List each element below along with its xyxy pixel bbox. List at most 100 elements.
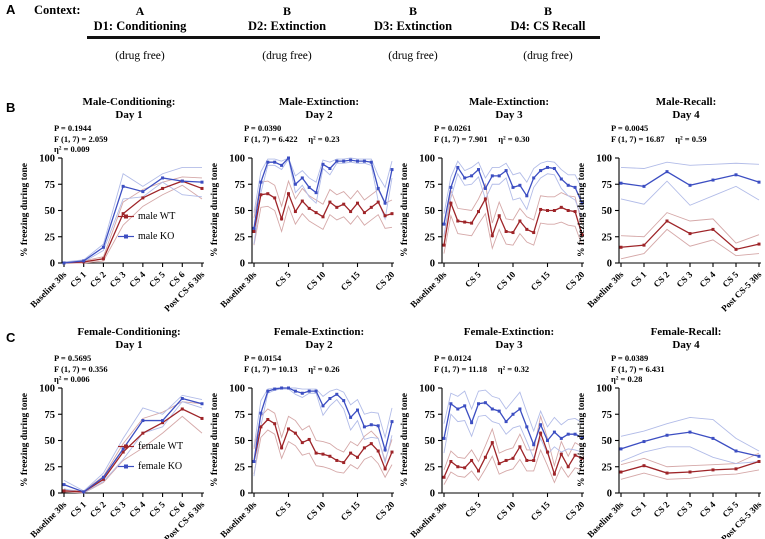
stats-line: F (1, 7) = 11.18 η² = 0.32	[434, 363, 530, 374]
chart-plot: % freezing during tone 0 25 50 75 100 Baseline…	[577, 154, 764, 314]
y-axis-title: % freezing during tone	[20, 163, 30, 257]
female-ko-sem-lower	[620, 446, 760, 465]
male-wt-sem-upper	[620, 212, 760, 244]
panel-b-label: B	[6, 100, 16, 115]
male-ko-sem-upper	[63, 166, 202, 263]
female-wt-sem-upper	[620, 452, 760, 468]
x-tick-label: CS 5	[463, 499, 483, 519]
y-axis-title: % freezing during tone	[210, 393, 220, 487]
context-day-title: D4: CS Recall	[510, 19, 586, 33]
y-axis-title: % freezing during tone	[577, 393, 587, 487]
stats-line: P = 0.0124	[434, 353, 472, 363]
x-tick-label: CS 20	[373, 269, 397, 293]
context-col-d1: A D1: Conditioning (drug free)	[70, 3, 210, 62]
y-tick-label: 100	[596, 154, 612, 165]
y-tick-label: 25	[45, 462, 56, 473]
y-tick-label: 75	[235, 180, 246, 191]
x-tick-label: Baseline 30s	[218, 499, 258, 539]
chart-plot: % freezing during tone 0 25 50 75 100 Baseline…	[400, 384, 587, 539]
chart-title-line: Day 4	[672, 109, 700, 121]
stats-line: F (1, 7) = 6.431	[611, 363, 665, 374]
chart-title-line: Day 2	[305, 109, 333, 121]
y-tick-label: 75	[602, 180, 613, 191]
legend-item: female KO	[118, 456, 183, 476]
female-ko-sem-upper	[620, 416, 760, 452]
chart-stats: P = 0.0261 F (1, 7) = 7.901 η² = 0.30	[434, 123, 530, 144]
chart-title-line: Female-Recall:	[650, 326, 722, 338]
male-wt-legend-marker-icon	[118, 214, 134, 218]
male-wt-sem-lower	[253, 204, 393, 246]
x-tick-label: CS 5	[463, 269, 483, 289]
context-day-title: D3: Extinction	[373, 19, 453, 33]
chart-plot: % freezing during tone 0 25 50 75 100 Baseline…	[400, 154, 587, 310]
y-tick-label: 50	[235, 206, 246, 217]
stats-line: P = 0.0261	[434, 123, 472, 133]
y-axis-ticks: 0 25 50 75 100	[419, 384, 442, 500]
y-tick-label: 75	[45, 410, 56, 421]
x-tick-label: CS 4	[697, 499, 717, 519]
context-day-title: D2: Extinction	[247, 19, 327, 33]
male-ko-markers	[252, 156, 394, 230]
x-axis-ticks: Baseline 30s CS 1 CS 2 CS 3 CS 4 CS 5 CS 6Post…	[28, 263, 207, 314]
x-tick-label: CS 5	[147, 499, 167, 519]
context-note: (drug free)	[523, 50, 573, 62]
x-tick-label: CS 10	[494, 269, 518, 293]
x-tick-label: Baseline 30s	[408, 499, 448, 539]
x-axis-ticks: Baseline 30s CS 5 CS 10 CS 15 CS 20	[218, 493, 397, 539]
stats-line: η² = 0.006	[54, 374, 90, 384]
stats-line: F (1, 7) = 0.356	[54, 363, 108, 374]
chart-title-line: Male-Extinction:	[278, 96, 360, 108]
y-tick-label: 75	[425, 410, 436, 421]
y-axis-ticks: 0 25 50 75 100	[39, 384, 62, 500]
chart-stats: P = 0.0124 F (1, 7) = 11.18 η² = 0.32	[434, 353, 529, 374]
axes	[618, 158, 761, 264]
x-axis-ticks: Baseline 30s CS 1 CS 2 CS 3 CS 4 CS 5 CS 6Post…	[28, 493, 207, 539]
chart-male-extinction-day2: Male-Extinction: Day 2 P = 0.0390 F (1, 7) …	[208, 96, 400, 309]
y-tick-label: 100	[39, 384, 55, 395]
y-tick-label: 75	[45, 180, 56, 191]
x-tick-label: CS 10	[304, 269, 328, 293]
stats-line: η² = 0.28	[611, 374, 643, 384]
male-wt-line	[63, 180, 203, 264]
y-tick-label: 100	[229, 384, 245, 395]
panel-a-label: A	[6, 2, 16, 17]
x-tick-label: CS 3	[674, 269, 694, 289]
x-tick-label: CS 10	[304, 499, 328, 523]
y-tick-label: 0	[430, 259, 435, 270]
chart-plot: % freezing during tone 0 25 50 75 100 Baseline…	[577, 384, 764, 539]
context-letter: A	[135, 4, 145, 18]
female-wt-sem-upper	[253, 408, 393, 462]
chart-stats: P = 0.0154 F (1, 7) = 10.13 η² = 0.26	[244, 353, 340, 374]
x-tick-label: CS 1	[628, 269, 648, 289]
y-tick-label: 50	[425, 206, 436, 217]
x-tick-label: CS 4	[697, 269, 717, 289]
y-tick-label: 0	[607, 259, 612, 270]
y-tick-label: 100	[419, 384, 435, 395]
stats-line: P = 0.0390	[244, 123, 282, 133]
x-tick-label: CS 5	[273, 499, 293, 519]
chart-title: Male-Extinction: Day 3	[423, 96, 595, 122]
y-axis-title: % freezing during tone	[210, 163, 220, 257]
x-tick-label: CS 1	[68, 499, 88, 519]
context-letter: B	[408, 4, 417, 18]
female-ko-sem-upper	[253, 387, 393, 447]
x-tick-label: CS 2	[651, 269, 671, 289]
male-wt-sem-upper	[253, 179, 393, 218]
chart-title-line: Female-Extinction:	[273, 326, 365, 338]
legend: male WT male KO	[118, 206, 175, 246]
chart-female-extinction-day2: Female-Extinction: Day 2 P = 0.0154 F (1, 7…	[208, 326, 400, 539]
context-letter: B	[543, 4, 552, 18]
stats-line: P = 0.1944	[54, 123, 92, 133]
female-ko-sem-upper	[63, 394, 203, 492]
male-ko-sem-lower	[63, 181, 203, 264]
y-tick-label: 0	[50, 259, 55, 270]
legend-label: male KO	[138, 230, 175, 242]
male-ko-legend-marker-icon	[118, 234, 134, 238]
chart-title: Male-Extinction: Day 2	[233, 96, 405, 122]
chart-male-conditioning-day1: Male-Conditioning: Day 1 P = 0.1944 F (1, 7…	[18, 96, 210, 314]
male-ko-sem-lower	[253, 157, 393, 245]
axes	[251, 388, 394, 494]
y-tick-label: 50	[45, 206, 56, 217]
